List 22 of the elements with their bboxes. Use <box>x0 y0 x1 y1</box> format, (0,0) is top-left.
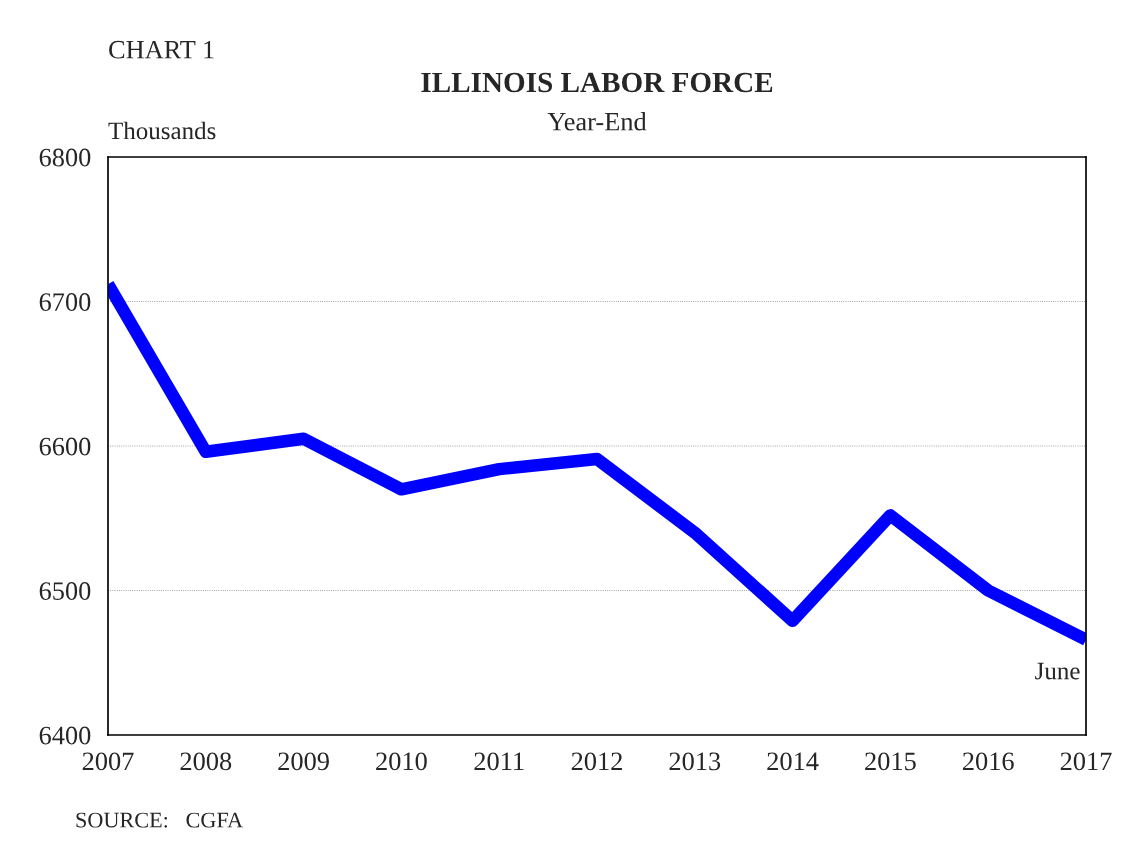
chart-subtitle: Year-End <box>547 112 647 131</box>
x-tick-label: 2010 <box>376 752 427 771</box>
x-tick-label: 2014 <box>767 752 819 771</box>
x-tick-label: 2017 <box>1060 752 1112 771</box>
y-tick-label: 6500 <box>39 582 91 600</box>
annotation: June <box>1035 662 1080 680</box>
y-axis-title: Thousands <box>108 121 216 140</box>
x-tick-label: 2009 <box>278 752 329 771</box>
x-tick-label: 2016 <box>962 752 1014 771</box>
caption: CHART 1 <box>109 40 214 59</box>
y-tick-label: 6800 <box>39 148 91 167</box>
source-note: SOURCE: CGFA <box>76 812 243 828</box>
x-tick-label: 2015 <box>865 752 916 771</box>
x-tick-label: 2008 <box>180 752 232 771</box>
chart-title: ILLINOIS LABOR FORCE <box>421 72 773 93</box>
x-tick-label: 2012 <box>571 752 622 771</box>
y-tick-label: 6700 <box>39 293 91 311</box>
x-tick-label: 2011 <box>474 752 524 771</box>
x-tick-label: 2007 <box>82 752 134 771</box>
y-tick-label: 6600 <box>39 437 91 456</box>
y-tick-label: 6400 <box>39 726 91 745</box>
x-tick-label: 2013 <box>669 752 721 771</box>
